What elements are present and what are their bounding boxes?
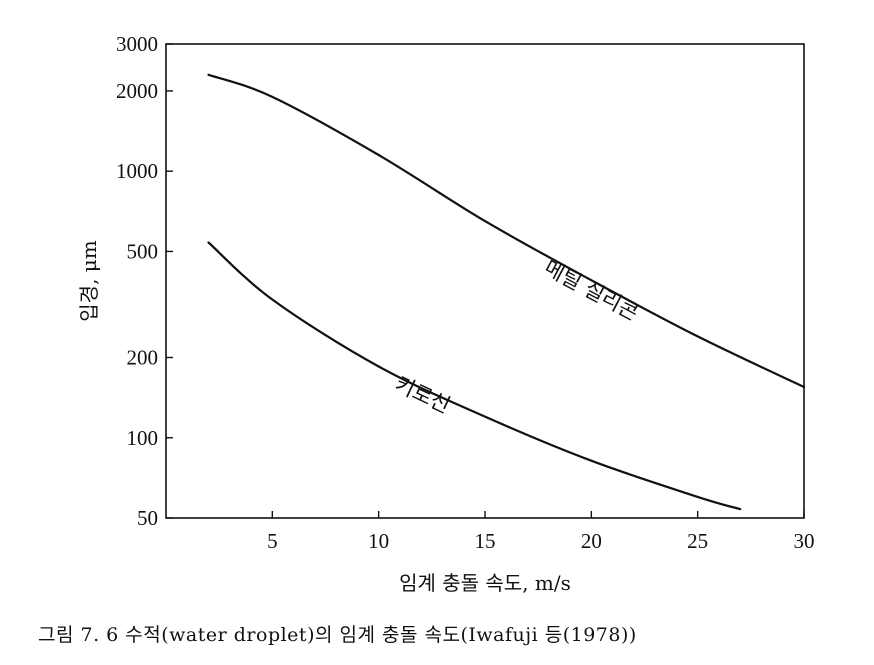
y-tick-label: 3000	[116, 32, 158, 56]
y-tick-label: 2000	[116, 79, 158, 103]
x-tick-label: 25	[687, 529, 708, 553]
x-axis-title: 임계 충돌 속도, m/s	[399, 571, 571, 595]
x-tick-label: 5	[267, 529, 278, 553]
y-tick-label: 50	[137, 506, 158, 530]
y-tick-label: 200	[127, 346, 159, 370]
curve-label-methyl-silicone: 메틸 실리콘	[540, 256, 643, 326]
curve-kerosene	[207, 241, 742, 511]
y-tick-label: 1000	[116, 159, 158, 183]
y-tick-label: 100	[127, 426, 159, 450]
droplet-impact-velocity-chart: 5 10 15 20 25 30 50 100 200 500 1000 2000 3000 메틸 실리…	[77, 32, 815, 595]
x-tick-label: 15	[475, 529, 496, 553]
curve-label-kerosene: 키로신	[391, 372, 454, 418]
x-tick-label: 30	[794, 529, 815, 553]
data-curves	[207, 73, 806, 511]
y-axis-title: 입경, μm	[77, 240, 101, 322]
figure-caption: 그림 7. 6 수적(water droplet)의 임계 충돌 속도(Iwaf…	[38, 624, 637, 646]
x-tick-label: 20	[581, 529, 602, 553]
axis-ticks: 5 10 15 20 25 30 50 100 200 500 1000 2000 3000	[116, 32, 815, 553]
curve-methyl-silicone	[207, 73, 806, 389]
x-tick-label: 10	[368, 529, 389, 553]
plot-frame	[165, 43, 805, 519]
y-tick-label: 500	[127, 239, 159, 263]
